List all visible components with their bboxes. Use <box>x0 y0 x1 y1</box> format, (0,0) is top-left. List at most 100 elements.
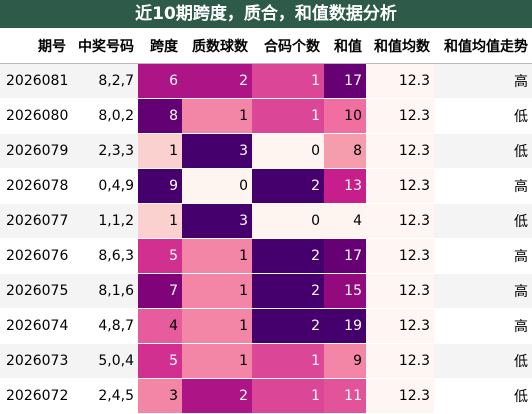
sum-trend-cell: 低 <box>434 378 532 414</box>
winning-numbers-cell: 8,1,6 <box>70 273 138 309</box>
table-row: 2026081 8,2,7 6 2 1 17 12.3 高 <box>0 63 532 99</box>
winning-numbers-cell: 8,0,2 <box>70 98 138 134</box>
sum-average-cell: 12.3 <box>366 168 434 204</box>
composite-count-cell: 1 <box>252 98 324 134</box>
sum-cell: 8 <box>324 133 366 169</box>
sum-cell: 4 <box>324 203 366 239</box>
composite-count-cell: 1 <box>252 378 324 414</box>
sum-average-cell: 12.3 <box>366 203 434 239</box>
sum-cell: 9 <box>324 343 366 379</box>
table-row: 2026077 1,1,2 1 3 0 4 12.3 低 <box>0 203 532 239</box>
span-cell: 4 <box>138 308 182 344</box>
lottery-analysis-table: 期号 中奖号码 跨度 质数球数 合码个数 和值 和值均数 和值均值走势 2026… <box>0 28 532 414</box>
sum-average-cell: 12.3 <box>366 238 434 274</box>
column-header-sum-trend: 和值均值走势 <box>434 28 532 64</box>
sum-trend-cell: 低 <box>434 203 532 239</box>
sum-cell: 15 <box>324 273 366 309</box>
table-row: 2026074 4,8,7 4 1 2 19 12.3 高 <box>0 308 532 344</box>
table-row: 2026080 8,0,2 8 1 1 10 12.3 低 <box>0 98 532 134</box>
column-header-prime-count: 质数球数 <box>182 28 252 64</box>
table-row: 2026079 2,3,3 1 3 0 8 12.3 低 <box>0 133 532 169</box>
winning-numbers-cell: 4,8,7 <box>70 308 138 344</box>
prime-count-cell: 1 <box>182 273 252 309</box>
period-cell: 2026077 <box>0 203 70 239</box>
sum-cell: 17 <box>324 238 366 274</box>
sum-trend-cell: 低 <box>434 133 532 169</box>
prime-count-cell: 3 <box>182 203 252 239</box>
prime-count-cell: 3 <box>182 133 252 169</box>
sum-average-cell: 12.3 <box>366 308 434 344</box>
sum-cell: 13 <box>324 168 366 204</box>
column-header-sum-average: 和值均数 <box>366 28 434 64</box>
table-row: 2026076 8,6,3 5 1 2 17 12.3 高 <box>0 238 532 274</box>
winning-numbers-cell: 8,6,3 <box>70 238 138 274</box>
column-header-composite-count: 合码个数 <box>252 28 324 64</box>
span-cell: 1 <box>138 133 182 169</box>
sum-average-cell: 12.3 <box>366 343 434 379</box>
span-cell: 1 <box>138 203 182 239</box>
sum-trend-cell: 低 <box>434 98 532 134</box>
sum-average-cell: 12.3 <box>366 378 434 414</box>
prime-count-cell: 1 <box>182 238 252 274</box>
table-body: 2026081 8,2,7 6 2 1 17 12.3 高 2026080 8,0,2 8 1 1 10 1… <box>0 63 532 414</box>
sum-average-cell: 12.3 <box>366 63 434 99</box>
sum-trend-cell: 低 <box>434 343 532 379</box>
table-row: 2026075 8,1,6 7 1 2 15 12.3 高 <box>0 273 532 309</box>
page-title: 近10期跨度，质合，和值数据分析 <box>0 0 532 28</box>
prime-count-cell: 0 <box>182 168 252 204</box>
sum-trend-cell: 高 <box>434 273 532 309</box>
sum-average-cell: 12.3 <box>366 98 434 134</box>
prime-count-cell: 2 <box>182 378 252 414</box>
composite-count-cell: 2 <box>252 308 324 344</box>
composite-count-cell: 0 <box>252 133 324 169</box>
winning-numbers-cell: 2,4,5 <box>70 378 138 414</box>
period-cell: 2026076 <box>0 238 70 274</box>
composite-count-cell: 1 <box>252 343 324 379</box>
column-header-period: 期号 <box>0 28 70 64</box>
period-cell: 2026080 <box>0 98 70 134</box>
period-cell: 2026081 <box>0 63 70 99</box>
span-cell: 5 <box>138 238 182 274</box>
span-cell: 5 <box>138 343 182 379</box>
span-cell: 9 <box>138 168 182 204</box>
sum-trend-cell: 高 <box>434 238 532 274</box>
table-row: 2026072 2,4,5 3 2 1 11 12.3 低 <box>0 378 532 414</box>
period-cell: 2026078 <box>0 168 70 204</box>
prime-count-cell: 1 <box>182 343 252 379</box>
period-cell: 2026075 <box>0 273 70 309</box>
winning-numbers-cell: 2,3,3 <box>70 133 138 169</box>
composite-count-cell: 2 <box>252 238 324 274</box>
period-cell: 2026074 <box>0 308 70 344</box>
period-cell: 2026079 <box>0 133 70 169</box>
winning-numbers-cell: 5,0,4 <box>70 343 138 379</box>
span-cell: 8 <box>138 98 182 134</box>
winning-numbers-cell: 1,1,2 <box>70 203 138 239</box>
column-header-sum: 和值 <box>324 28 366 64</box>
sum-trend-cell: 高 <box>434 168 532 204</box>
winning-numbers-cell: 0,4,9 <box>70 168 138 204</box>
composite-count-cell: 0 <box>252 203 324 239</box>
composite-count-cell: 2 <box>252 168 324 204</box>
period-cell: 2026073 <box>0 343 70 379</box>
table-row: 2026073 5,0,4 5 1 1 9 12.3 低 <box>0 343 532 379</box>
sum-trend-cell: 高 <box>434 308 532 344</box>
sum-cell: 11 <box>324 378 366 414</box>
column-header-span: 跨度 <box>138 28 182 64</box>
sum-trend-cell: 高 <box>434 63 532 99</box>
sum-cell: 17 <box>324 63 366 99</box>
winning-numbers-cell: 8,2,7 <box>70 63 138 99</box>
span-cell: 7 <box>138 273 182 309</box>
prime-count-cell: 1 <box>182 98 252 134</box>
composite-count-cell: 2 <box>252 273 324 309</box>
column-header-numbers: 中奖号码 <box>70 28 138 64</box>
sum-average-cell: 12.3 <box>366 273 434 309</box>
span-cell: 6 <box>138 63 182 99</box>
prime-count-cell: 2 <box>182 63 252 99</box>
sum-cell: 10 <box>324 98 366 134</box>
prime-count-cell: 1 <box>182 308 252 344</box>
sum-cell: 19 <box>324 308 366 344</box>
sum-average-cell: 12.3 <box>366 133 434 169</box>
composite-count-cell: 1 <box>252 63 324 99</box>
period-cell: 2026072 <box>0 378 70 414</box>
table-row: 2026078 0,4,9 9 0 2 13 12.3 高 <box>0 168 532 204</box>
